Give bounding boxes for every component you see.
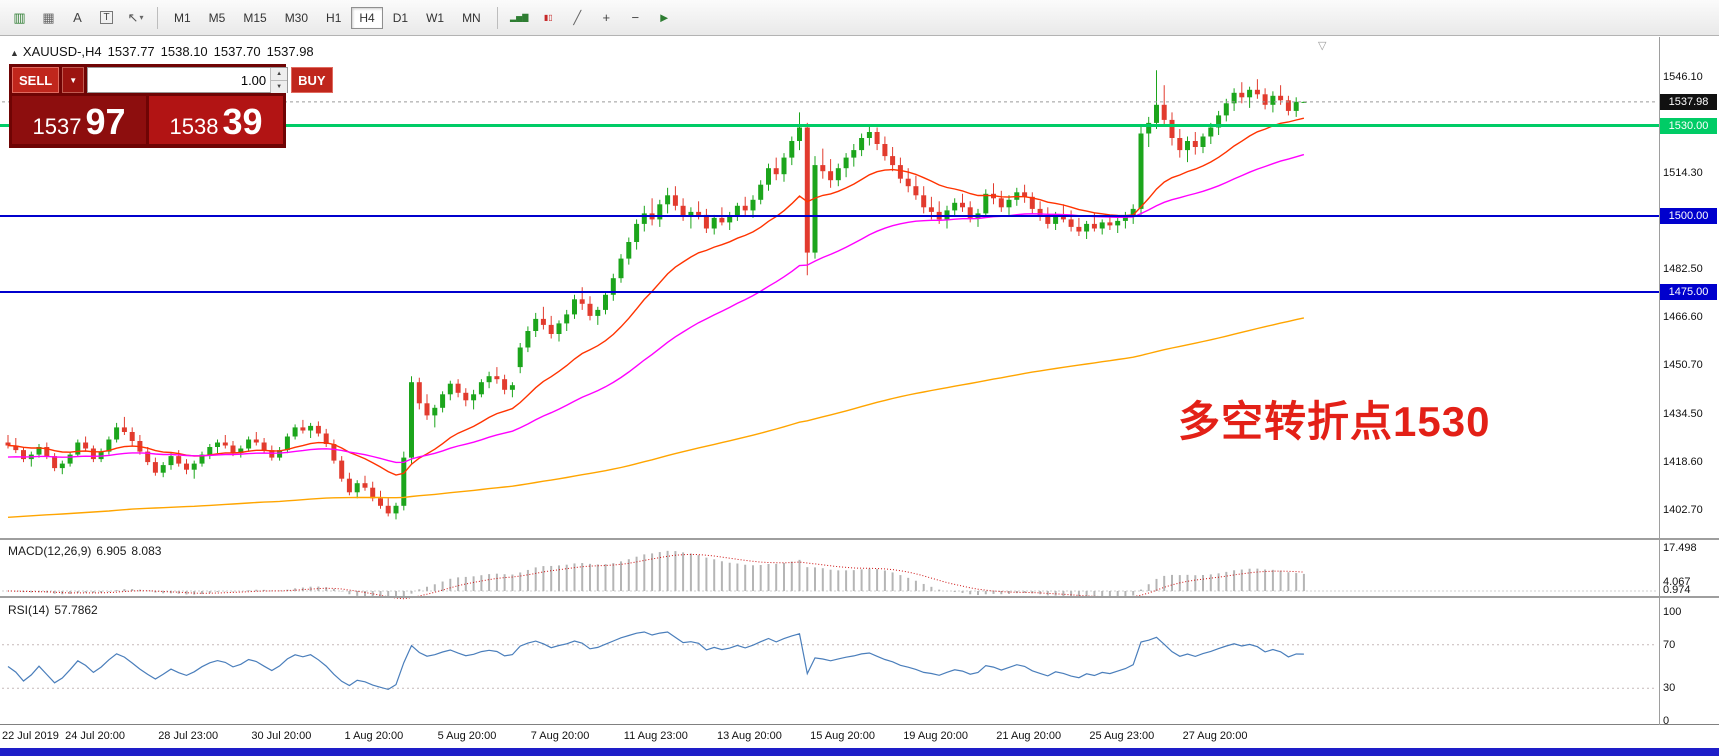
symbol-period-label: XAUUSD-,H4	[22, 44, 102, 59]
ohlc-low: 1537.70	[213, 44, 261, 59]
macd-value-main: 6.905	[96, 544, 127, 558]
line-chart-icon: ╱	[573, 9, 582, 25]
insert-text-icon[interactable]: A	[64, 6, 91, 30]
dropdown-caret-icon: ▾	[139, 13, 144, 22]
drawing-tools-group: ▥ ▦ A T ↖ ▾	[6, 6, 149, 30]
macd-label: MACD(12,26,9) 6.905 8.083	[8, 544, 166, 558]
timeframe-m15[interactable]: M15	[235, 7, 274, 29]
timeframe-mn[interactable]: MN	[454, 7, 489, 29]
bar-chart-icon[interactable]: ▂▅▇	[506, 6, 533, 30]
panel-divider[interactable]	[0, 538, 1719, 540]
toolbar-separator	[496, 6, 498, 29]
timeframe-m30[interactable]: M30	[277, 7, 316, 29]
zoom-out-icon: −	[631, 10, 640, 25]
chart-grid-icon[interactable]: ▦	[35, 6, 62, 30]
macd-name: MACD(12,26,9)	[8, 544, 92, 558]
volume-increase-button[interactable]: ▲	[271, 68, 288, 81]
panel-divider	[0, 724, 1719, 725]
new-chart-icon: ▥	[13, 9, 26, 25]
timeframe-w1[interactable]: W1	[418, 7, 452, 29]
auto-trading-icon: ►	[657, 10, 671, 25]
annotation-text: 多空转折点1530	[1178, 398, 1491, 445]
chart-title: ▲ XAUUSD-,H4 1537.77 1538.10 1537.70 1537.98	[10, 44, 320, 59]
timeframe-h1[interactable]: H1	[318, 7, 349, 29]
timeframe-h4[interactable]: H4	[351, 6, 383, 29]
toolbar: ▥ ▦ A T ↖ ▾ M1 M5 M15 M30 H1 H4 D1 W1 MN ▂▅▇ ▮▯ ╱ + − ►	[0, 0, 1719, 36]
panel-divider[interactable]	[0, 596, 1719, 598]
rsi-label: RSI(14) 57.7862	[8, 603, 103, 617]
new-chart-icon[interactable]: ▥	[6, 6, 33, 30]
ohlc-close: 1537.98	[266, 44, 314, 59]
buy-price-pips: 39	[222, 101, 263, 142]
buy-price-main: 1538	[169, 114, 219, 139]
bar-chart-icon: ▂▅▇	[510, 13, 529, 22]
chart-shift-marker[interactable]: ▽	[1318, 40, 1327, 52]
volume-spinner: ▲ ▼	[270, 68, 288, 93]
price-axis-border	[1659, 37, 1660, 725]
buy-price-display[interactable]: 1538 39	[149, 96, 283, 144]
sell-price-pips: 97	[85, 101, 126, 142]
candlestick-chart-icon: ▮▯	[543, 13, 553, 22]
buy-button[interactable]: BUY	[291, 67, 333, 93]
ohlc-high: 1538.10	[160, 44, 208, 59]
cursor-tool-icon[interactable]: ↖ ▾	[122, 6, 149, 30]
volume-field: ▲ ▼	[87, 67, 289, 93]
zoom-out-icon[interactable]: −	[622, 6, 649, 30]
ohlc-open: 1537.77	[107, 44, 155, 59]
window-bottom-bar	[0, 748, 1719, 756]
chart-tools-group: ▂▅▇ ▮▯ ╱ + − ►	[506, 6, 678, 30]
sell-price-main: 1537	[32, 114, 82, 139]
text-label-icon: T	[100, 11, 113, 24]
chart-grid-icon: ▦	[42, 9, 55, 25]
line-chart-icon[interactable]: ╱	[564, 6, 591, 30]
toolbar-separator	[157, 6, 158, 29]
cursor-tool-icon: ↖	[127, 9, 139, 25]
auto-trading-icon[interactable]: ►	[651, 6, 678, 30]
timeframe-m1[interactable]: M1	[166, 7, 199, 29]
zoom-in-icon[interactable]: +	[593, 6, 620, 30]
sell-button[interactable]: SELL	[12, 67, 60, 93]
volume-decrease-button[interactable]: ▼	[271, 81, 288, 93]
text-label-icon[interactable]: T	[93, 6, 120, 30]
one-click-trading-panel: SELL ▼ ▲ ▼ BUY 1537 97 1538 39	[9, 64, 333, 148]
zoom-in-icon: +	[602, 10, 611, 25]
timeframe-d1[interactable]: D1	[385, 7, 416, 29]
candlestick-chart-icon[interactable]: ▮▯	[535, 6, 562, 30]
rsi-value: 57.7862	[54, 603, 98, 617]
timeframe-group: M1 M5 M15 M30 H1 H4 D1 W1 MN	[166, 6, 489, 29]
timeframe-m5[interactable]: M5	[201, 7, 234, 29]
insert-text-icon: A	[73, 10, 82, 25]
macd-value-signal: 8.083	[131, 544, 162, 558]
order-options-dropdown[interactable]: ▼	[62, 67, 85, 93]
sell-price-display[interactable]: 1537 97	[12, 96, 146, 144]
volume-input[interactable]	[88, 68, 271, 92]
rsi-name: RSI(14)	[8, 603, 50, 617]
trade-panel-toggle[interactable]: ▲	[10, 48, 19, 58]
